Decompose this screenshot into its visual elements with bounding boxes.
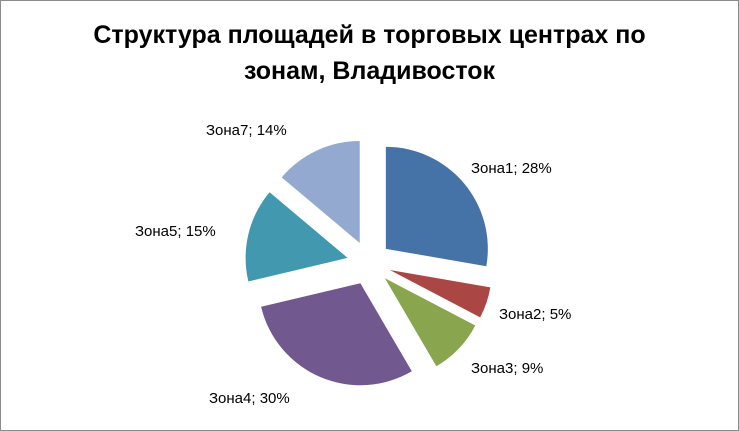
- pie-slice-зона5: [245, 192, 348, 282]
- pie-slice-зона2: [389, 270, 491, 318]
- pie-label-зона1: Зона1; 28%: [471, 160, 552, 177]
- pie-slice-зона4: [261, 283, 412, 386]
- pie-labels: Зона1; 28% Зона2; 5% Зона3; 9% Зона4; 30% Зо…: [135, 122, 571, 407]
- pie-label-зона4: Зона4; 30%: [209, 390, 290, 407]
- pie-label-зона3: Зона3; 9%: [471, 360, 543, 377]
- pie-label-зона7: Зона7; 14%: [206, 122, 287, 139]
- chart-title: Структура площадей в торговых центрах по…: [93, 21, 646, 85]
- pie-label-зона2: Зона2; 5%: [499, 306, 571, 323]
- pie-slice-зона7: [281, 141, 360, 244]
- pie-slice-зона3: [384, 278, 476, 367]
- pie-label-зона5: Зона5; 15%: [135, 223, 216, 240]
- pie-slice-зона1: [385, 146, 488, 267]
- pie-slices: [245, 141, 491, 386]
